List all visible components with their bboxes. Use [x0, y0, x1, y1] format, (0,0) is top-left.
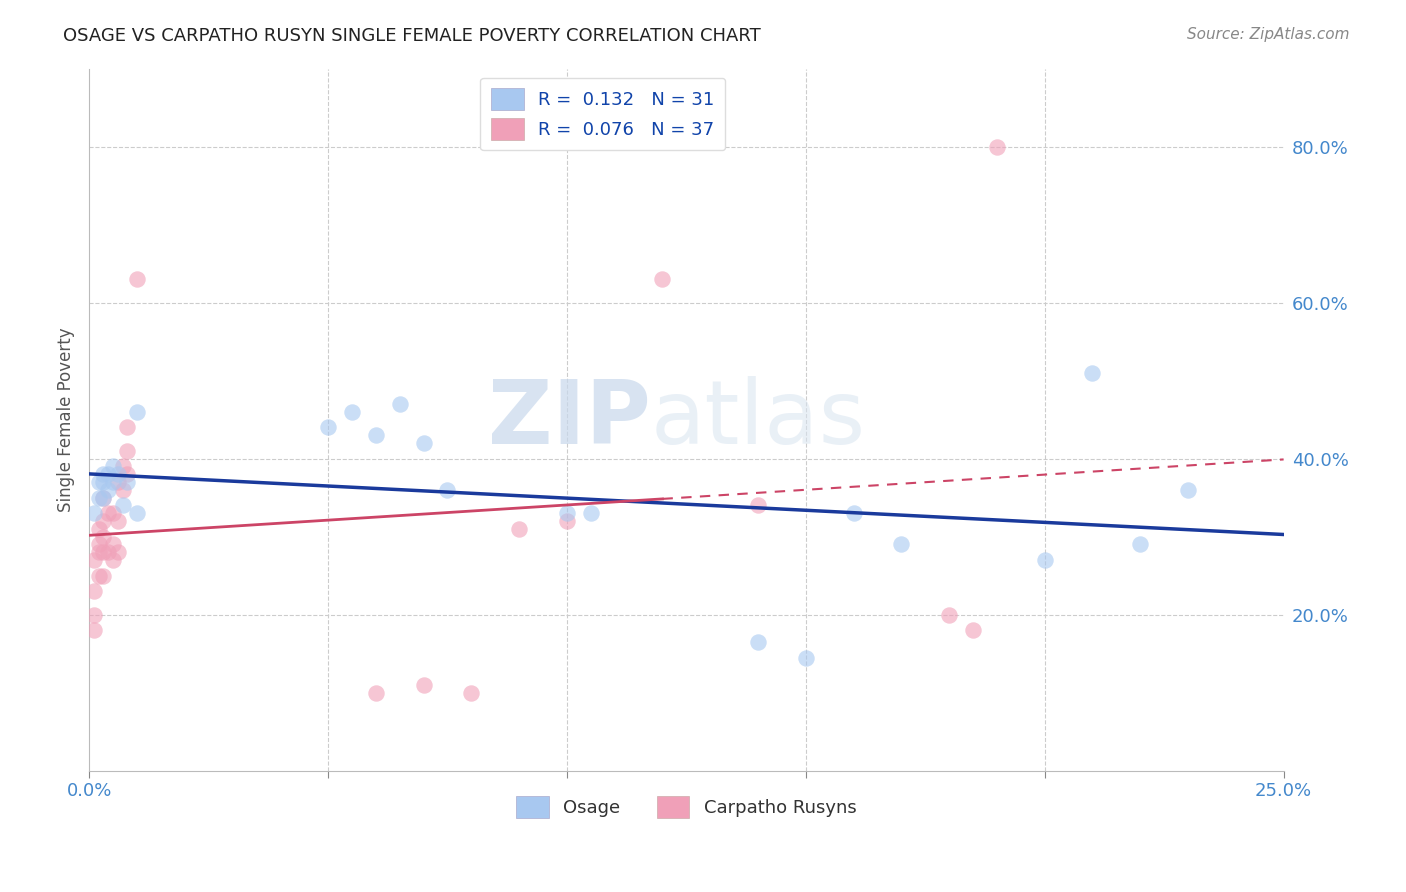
- Point: [117, 443, 139, 458]
- Point: [111, 499, 134, 513]
- Point: [101, 506, 124, 520]
- Point: [651, 272, 673, 286]
- Point: [125, 506, 148, 520]
- Point: [97, 545, 120, 559]
- Point: [93, 568, 115, 582]
- Point: [986, 139, 1008, 153]
- Text: Source: ZipAtlas.com: Source: ZipAtlas.com: [1187, 27, 1350, 42]
- Point: [316, 420, 339, 434]
- Point: [97, 483, 120, 497]
- Point: [1081, 366, 1104, 380]
- Point: [107, 467, 129, 482]
- Point: [101, 553, 124, 567]
- Point: [111, 483, 134, 497]
- Point: [111, 459, 134, 474]
- Point: [962, 624, 984, 638]
- Point: [117, 475, 139, 489]
- Point: [412, 436, 434, 450]
- Point: [747, 635, 769, 649]
- Point: [87, 475, 110, 489]
- Point: [1177, 483, 1199, 497]
- Point: [93, 545, 115, 559]
- Point: [87, 568, 110, 582]
- Point: [107, 545, 129, 559]
- Point: [938, 607, 960, 622]
- Point: [555, 514, 578, 528]
- Point: [117, 420, 139, 434]
- Point: [101, 475, 124, 489]
- Point: [97, 506, 120, 520]
- Point: [87, 537, 110, 551]
- Point: [87, 522, 110, 536]
- Point: [388, 397, 411, 411]
- Point: [1129, 537, 1152, 551]
- Point: [107, 514, 129, 528]
- Text: atlas: atlas: [651, 376, 866, 463]
- Point: [1033, 553, 1056, 567]
- Point: [83, 553, 105, 567]
- Point: [364, 428, 387, 442]
- Point: [555, 506, 578, 520]
- Point: [93, 530, 115, 544]
- Point: [747, 499, 769, 513]
- Point: [83, 624, 105, 638]
- Text: OSAGE VS CARPATHO RUSYN SINGLE FEMALE POVERTY CORRELATION CHART: OSAGE VS CARPATHO RUSYN SINGLE FEMALE PO…: [63, 27, 761, 45]
- Point: [83, 584, 105, 599]
- Point: [93, 475, 115, 489]
- Point: [83, 607, 105, 622]
- Point: [364, 686, 387, 700]
- Legend: Osage, Carpatho Rusyns: Osage, Carpatho Rusyns: [509, 789, 863, 825]
- Point: [83, 506, 105, 520]
- Point: [117, 467, 139, 482]
- Point: [890, 537, 912, 551]
- Point: [101, 459, 124, 474]
- Point: [579, 506, 602, 520]
- Point: [93, 491, 115, 505]
- Point: [508, 522, 530, 536]
- Point: [97, 467, 120, 482]
- Point: [125, 272, 148, 286]
- Point: [87, 491, 110, 505]
- Y-axis label: Single Female Poverty: Single Female Poverty: [58, 327, 75, 512]
- Point: [93, 467, 115, 482]
- Point: [87, 545, 110, 559]
- Point: [93, 514, 115, 528]
- Point: [93, 491, 115, 505]
- Point: [107, 475, 129, 489]
- Point: [101, 537, 124, 551]
- Point: [842, 506, 865, 520]
- Point: [460, 686, 482, 700]
- Point: [794, 650, 817, 665]
- Point: [125, 405, 148, 419]
- Point: [412, 678, 434, 692]
- Point: [436, 483, 458, 497]
- Point: [340, 405, 363, 419]
- Text: ZIP: ZIP: [488, 376, 651, 463]
